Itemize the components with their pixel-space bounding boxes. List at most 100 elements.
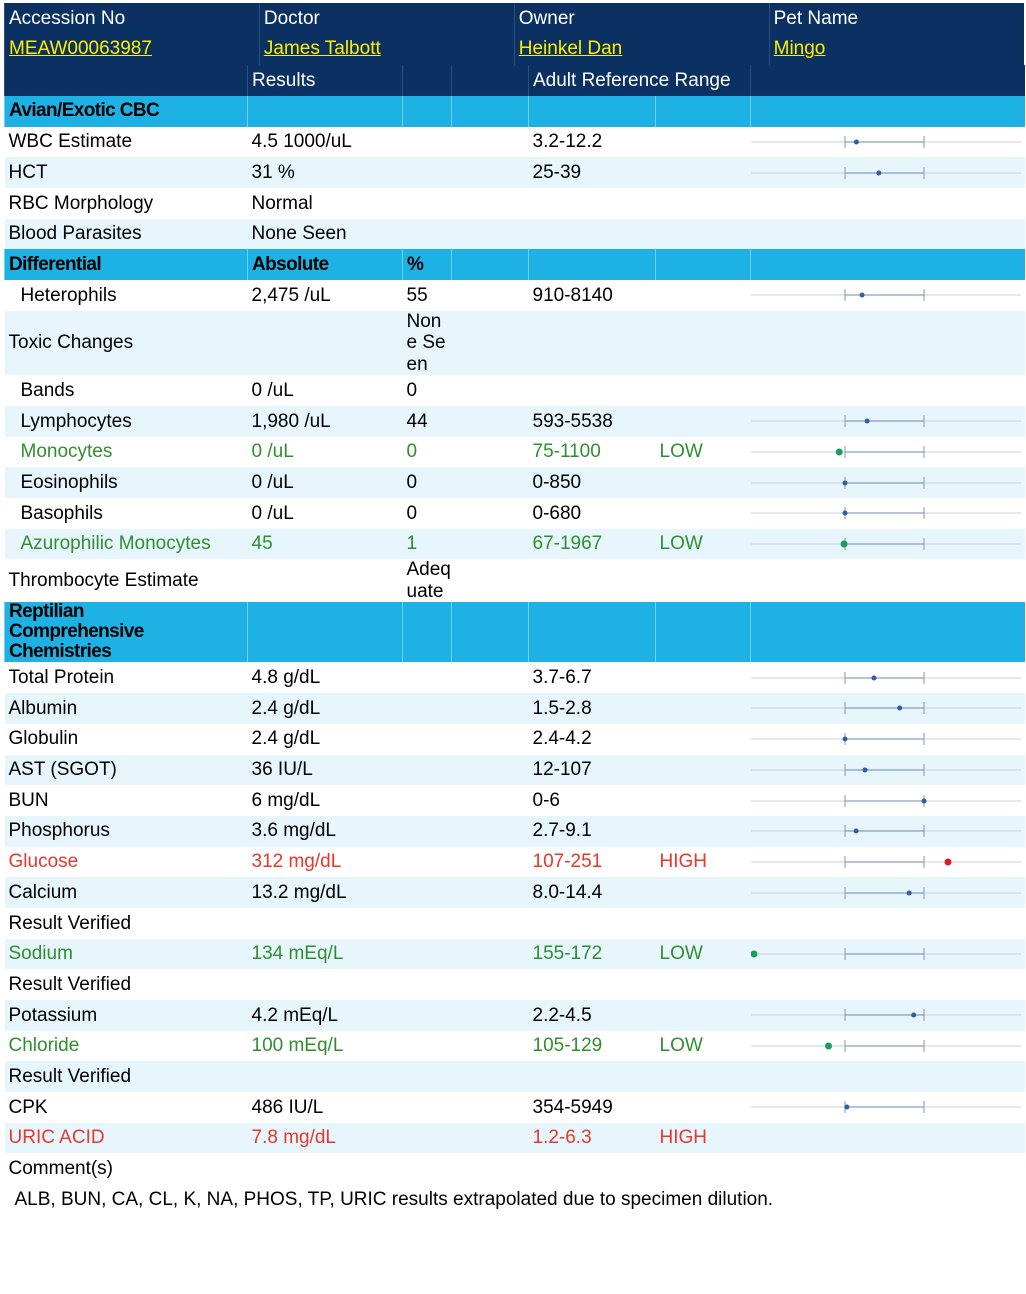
test-name: Chloride bbox=[8, 1035, 80, 1057]
range-indicator bbox=[750, 166, 1021, 179]
indicator-cell bbox=[750, 528, 1025, 560]
empty-cell bbox=[452, 908, 529, 939]
empty-cell bbox=[452, 188, 529, 219]
test-percent bbox=[403, 969, 452, 1000]
test-result: 2.4 g/dL bbox=[247, 693, 403, 724]
result-row: Blood Parasites None Seen bbox=[4, 218, 1025, 250]
reference-range: 67-1967 bbox=[528, 528, 656, 560]
empty-cell bbox=[451, 1061, 529, 1093]
test-result bbox=[248, 908, 403, 939]
indicator-dot bbox=[859, 292, 865, 298]
section-cell bbox=[451, 249, 529, 281]
test-result: 45 bbox=[247, 528, 403, 560]
test-percent bbox=[402, 754, 452, 786]
test-result: 0 /uL bbox=[251, 379, 294, 401]
header-value[interactable]: Mingo bbox=[768, 37, 1024, 65]
result-row: Albumin 2.4 g/dL 1.5-2.8 bbox=[4, 693, 1025, 724]
column-heading: Adult Reference Range bbox=[527, 65, 751, 96]
test-percent bbox=[402, 218, 452, 250]
indicator-cell bbox=[750, 280, 1025, 311]
indicator-cell bbox=[750, 1092, 1025, 1123]
range-indicator bbox=[750, 476, 1021, 489]
indicator-cell bbox=[750, 467, 1025, 499]
result-row: Eosinophils 0 /uL 0 0-850 bbox=[4, 467, 1025, 499]
indicator-dot bbox=[750, 950, 758, 958]
flag bbox=[656, 1092, 751, 1123]
section-cell bbox=[654, 249, 751, 281]
empty-cell bbox=[452, 724, 529, 755]
result-row: Result Verified bbox=[4, 1061, 1025, 1093]
flag bbox=[655, 1061, 751, 1093]
heading-cell bbox=[451, 65, 529, 96]
range-indicator bbox=[750, 671, 1021, 684]
section-result-heading bbox=[247, 96, 403, 127]
test-result: 134 mEq/L bbox=[247, 938, 403, 970]
test-percent: Adequate bbox=[406, 559, 451, 602]
section-cell bbox=[451, 96, 529, 127]
empty-cell bbox=[451, 157, 529, 189]
header-value[interactable]: MEAW00063987 bbox=[4, 37, 260, 65]
result-row: Phosphorus 3.6 mg/dL 2.7-9.1 bbox=[4, 815, 1025, 847]
flag bbox=[655, 1000, 751, 1031]
indicator-dot bbox=[853, 828, 859, 834]
indicator-cell bbox=[751, 188, 1025, 219]
header-value[interactable]: James Talbott bbox=[258, 37, 515, 65]
result-row: CPK 486 IU/L 354-5949 bbox=[5, 1092, 1025, 1123]
test-percent bbox=[403, 1153, 452, 1184]
test-name: Basophils bbox=[20, 502, 103, 524]
test-name: Toxic Changes bbox=[4, 310, 248, 376]
empty-cell bbox=[452, 280, 529, 311]
result-row: Thrombocyte Estimate Adequate bbox=[5, 559, 1025, 602]
reference-range: 2.4-4.2 bbox=[532, 728, 592, 750]
test-name: Total Protein bbox=[8, 667, 115, 689]
indicator-cell bbox=[750, 877, 1025, 908]
test-result: 486 IU/L bbox=[251, 1096, 324, 1118]
test-percent: 44 bbox=[402, 406, 452, 437]
range-indicator bbox=[750, 446, 1021, 459]
reference-range: 0-6 bbox=[532, 789, 560, 811]
test-percent bbox=[403, 1092, 452, 1123]
section-cell bbox=[528, 249, 656, 281]
column-heading: Results bbox=[247, 65, 403, 96]
comment-text: ALB, BUN, CA, CL, K, NA, PHOS, TP, URIC … bbox=[14, 1188, 774, 1210]
empty-cell bbox=[452, 127, 529, 158]
test-percent: 55 bbox=[406, 284, 428, 306]
empty-cell bbox=[452, 1031, 529, 1062]
result-row: Calcium 13.2 mg/dL 8.0-14.4 bbox=[4, 877, 1025, 908]
empty-cell bbox=[451, 693, 529, 724]
section-cell bbox=[654, 602, 751, 663]
result-row: BUN 6 mg/dL 0-6 bbox=[5, 785, 1025, 816]
test-percent: None Seen bbox=[402, 310, 452, 376]
header-value[interactable]: Heinkel Dan bbox=[513, 37, 770, 65]
header-labels: Accession No Doctor Owner Pet Name bbox=[4, 3, 1024, 37]
indicator-cell bbox=[750, 693, 1025, 724]
test-name: Thrombocyte Estimate bbox=[8, 570, 199, 592]
reference-range bbox=[529, 908, 656, 939]
test-name: Lymphocytes bbox=[4, 406, 248, 437]
indicator-cell bbox=[750, 1000, 1025, 1031]
test-percent bbox=[402, 157, 452, 189]
reference-range bbox=[529, 375, 656, 406]
test-result bbox=[248, 559, 403, 602]
reference-range: 107-251 bbox=[532, 851, 603, 873]
flag bbox=[655, 467, 751, 499]
empty-cell bbox=[451, 406, 529, 437]
test-name: RBC Morphology bbox=[8, 192, 154, 214]
indicator-dot bbox=[906, 890, 912, 896]
range-indicator bbox=[750, 825, 1021, 838]
flag bbox=[656, 375, 751, 406]
test-result: 0 /uL bbox=[251, 441, 294, 463]
test-name: CPK bbox=[8, 1096, 48, 1118]
test-percent bbox=[403, 127, 452, 158]
test-percent bbox=[402, 1061, 452, 1093]
heading-cell bbox=[750, 65, 1025, 96]
section-title: Avian/Exotic CBC bbox=[9, 100, 160, 122]
flag: HIGH bbox=[655, 1122, 751, 1154]
test-name: Phosphorus bbox=[4, 815, 248, 847]
empty-cell bbox=[451, 218, 529, 250]
flag bbox=[656, 662, 751, 693]
test-percent: 0 bbox=[406, 379, 418, 401]
indicator-dot bbox=[842, 480, 848, 486]
section-percent-heading bbox=[402, 96, 452, 127]
header-label: Owner bbox=[513, 3, 770, 37]
